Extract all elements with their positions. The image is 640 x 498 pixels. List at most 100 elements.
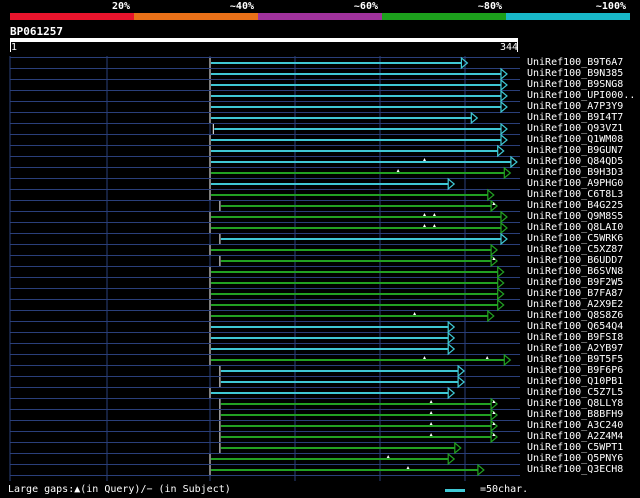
hit-label[interactable]: UniRef100_C5WRK6 (527, 233, 624, 244)
hit-row[interactable] (209, 276, 505, 290)
hit-label[interactable]: UniRef100_B9FSI8 (527, 332, 624, 343)
hit-arrow-icon (460, 56, 469, 70)
hit-row[interactable] (219, 408, 499, 422)
hit-row[interactable] (219, 397, 499, 411)
hit-row[interactable] (209, 386, 456, 400)
hit-row[interactable] (209, 298, 505, 312)
hit-label[interactable]: UniRef100_B7FA87 (527, 288, 624, 299)
hit-arrow-icon (447, 331, 456, 345)
hit-arrow-icon (497, 298, 505, 312)
hit-label[interactable]: UniRef100_A3C240 (527, 420, 624, 431)
hit-row[interactable] (209, 144, 505, 158)
hit-label[interactable]: UniRef100_A2Z4M4 (527, 431, 624, 442)
hit-row[interactable] (209, 265, 505, 279)
identity-scale-label: 20% (111, 1, 130, 12)
hit-row[interactable] (219, 441, 462, 455)
hit-label[interactable]: UniRef100_A7P3Y9 (527, 101, 624, 112)
hit-row[interactable] (209, 166, 512, 180)
hit-row[interactable] (219, 232, 508, 246)
hit-label[interactable]: UniRef100_B6SVN8 (527, 266, 624, 277)
hit-arrow-icon (500, 122, 508, 136)
legend-scale-unit: =50char. (480, 484, 529, 495)
hit-label[interactable]: UniRef100_A2X9E2 (527, 299, 624, 310)
hit-arrow-icon (487, 309, 495, 323)
hit-label[interactable]: UniRef100_Q654Q4 (527, 321, 624, 332)
hit-label[interactable]: UniRef100_B9H3D3 (527, 167, 624, 178)
query-gap-marker-icon (423, 356, 426, 359)
hit-label[interactable]: UniRef100_B9GUN7 (527, 145, 624, 156)
hit-row[interactable] (219, 364, 466, 378)
hit-row[interactable] (219, 419, 499, 433)
hit-label[interactable]: UniRef100_C5WPT1 (527, 442, 624, 453)
hit-row[interactable] (209, 111, 479, 125)
hit-label[interactable]: UniRef100_Q5PNY6 (527, 453, 624, 464)
hit-row[interactable] (209, 67, 508, 81)
hit-row[interactable] (209, 287, 505, 301)
hit-row[interactable] (209, 243, 499, 257)
hit-arrow-icon (470, 111, 479, 125)
hit-arrow-icon (454, 441, 462, 455)
hit-row[interactable] (219, 199, 499, 213)
hit-arrow-icon (497, 287, 505, 301)
hit-row[interactable] (209, 78, 508, 92)
hit-arrow-icon (447, 177, 456, 191)
hit-row[interactable] (209, 133, 508, 147)
hit-label[interactable]: UniRef100_C5Z7L5 (527, 387, 624, 398)
hit-label[interactable]: UniRef100_Q3ECH8 (527, 464, 624, 475)
hit-label[interactable]: UniRef100_B4G225 (527, 200, 624, 211)
hit-row[interactable] (219, 430, 499, 444)
query-end-tick (517, 42, 518, 52)
query-gap-marker-icon (423, 213, 426, 216)
hit-label[interactable]: UniRef100_B9F2W5 (527, 277, 624, 288)
hit-label[interactable]: UniRef100_Q8LAI0 (527, 222, 624, 233)
hit-row[interactable] (212, 122, 508, 136)
query-gap-marker-icon (492, 422, 496, 425)
hit-label[interactable]: UniRef100_Q10PB1 (527, 376, 624, 387)
hit-row[interactable] (209, 342, 456, 356)
hit-row[interactable] (209, 309, 495, 323)
hit-row[interactable] (209, 155, 518, 169)
hit-arrow-icon (490, 419, 499, 433)
hit-label[interactable]: UniRef100_UPI000.. (527, 90, 636, 101)
hit-label[interactable]: UniRef100_B9F6P6 (527, 365, 624, 376)
hit-label[interactable]: UniRef100_Q8LLY8 (527, 398, 624, 409)
hit-label[interactable]: UniRef100_B9T6A7 (527, 57, 624, 68)
hit-label[interactable]: UniRef100_B9I4T7 (527, 112, 624, 123)
hit-label[interactable]: UniRef100_C6T8L3 (527, 189, 624, 200)
hit-label[interactable]: UniRef100_Q8S8Z6 (527, 310, 624, 321)
hit-row[interactable] (209, 221, 508, 235)
hit-label[interactable]: UniRef100_Q9M8S5 (527, 211, 624, 222)
hit-arrow-icon (497, 265, 505, 279)
hit-label[interactable]: UniRef100_Q84QD5 (527, 156, 624, 167)
hit-label[interactable]: UniRef100_B9T5F5 (527, 354, 624, 365)
query-gap-marker-icon (386, 455, 390, 458)
hit-label[interactable]: UniRef100_B9N385 (527, 68, 624, 79)
hit-label[interactable]: UniRef100_Q1WM08 (527, 134, 624, 145)
hit-row[interactable] (209, 188, 495, 202)
hit-row[interactable] (219, 375, 466, 389)
hit-label[interactable]: UniRef100_B8BFH9 (527, 409, 624, 420)
hit-row[interactable] (209, 331, 456, 345)
hit-arrow-icon (497, 276, 505, 290)
query-gap-marker-icon (432, 213, 436, 216)
hit-row[interactable] (209, 320, 456, 334)
hit-label[interactable]: UniRef100_C5XZ87 (527, 244, 624, 255)
query-gap-marker-icon (492, 433, 496, 436)
hit-row[interactable] (209, 210, 508, 224)
hit-arrow-icon (500, 221, 508, 235)
hit-row[interactable] (219, 254, 499, 268)
hit-label[interactable]: UniRef100_B6UDD7 (527, 255, 624, 266)
hit-row[interactable] (209, 56, 469, 70)
hit-row[interactable] (209, 463, 485, 477)
hit-arrow-icon (457, 375, 466, 389)
hit-label[interactable]: UniRef100_A9PHG0 (527, 178, 624, 189)
hit-label[interactable]: UniRef100_B9SNG8 (527, 79, 624, 90)
hit-row[interactable] (209, 100, 508, 114)
hit-row[interactable] (209, 452, 456, 466)
hit-arrow-icon (447, 342, 456, 356)
hit-label[interactable]: UniRef100_Q93VZ1 (527, 123, 624, 134)
hit-row[interactable] (209, 89, 508, 103)
hit-label[interactable]: UniRef100_A2YB97 (527, 343, 624, 354)
hit-row[interactable] (209, 177, 456, 191)
hit-row[interactable] (209, 353, 512, 367)
